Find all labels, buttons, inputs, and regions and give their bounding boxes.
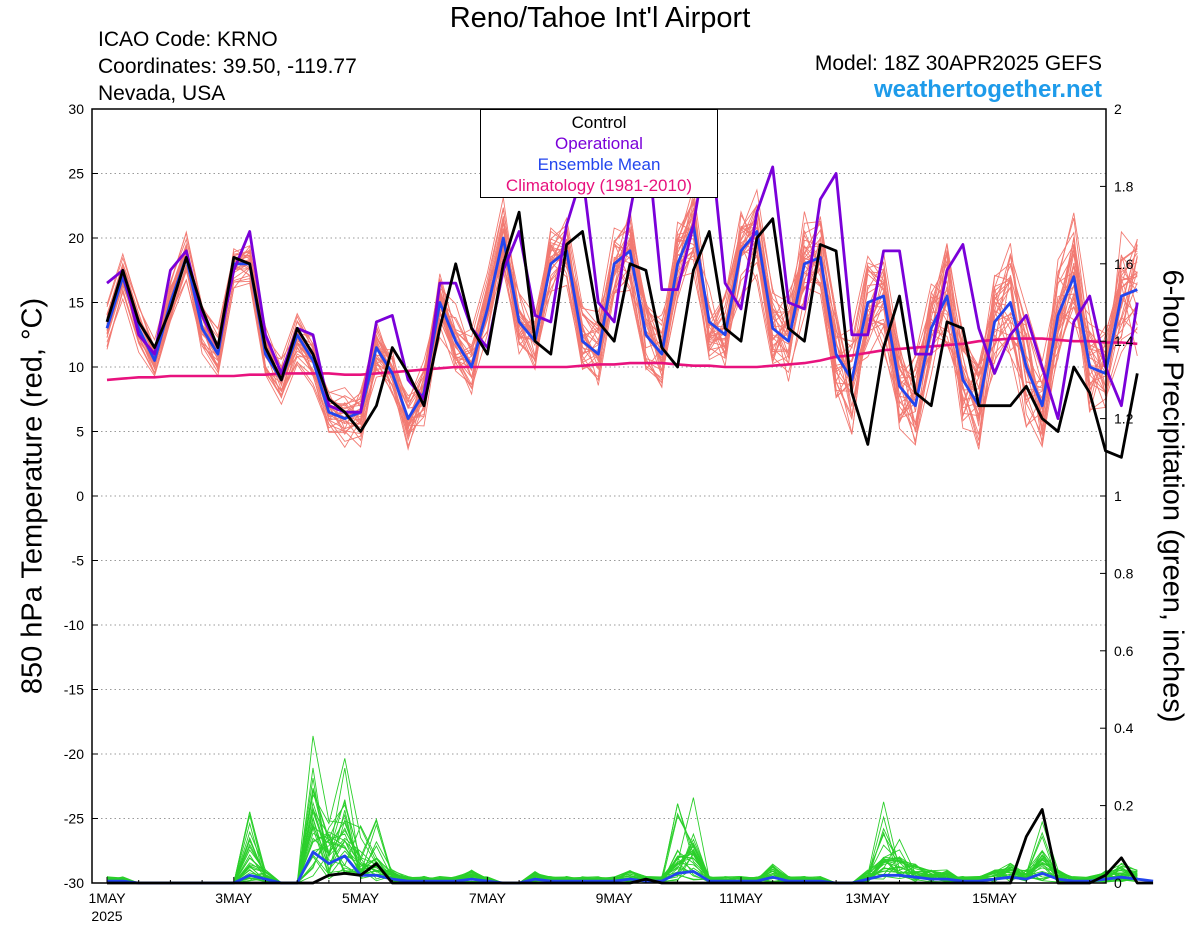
temp-member-line [106,233,1138,443]
legend-item-climatology: Climatology (1981-2010) [505,176,693,195]
model-run: Model: 18Z 30APR2025 GEFS [814,52,1102,75]
y-tick-label: 25 [68,166,84,182]
y2-tick-label: 2 [1114,101,1122,117]
y-tick-label: 0 [76,488,84,504]
y2-tick-label: 1.4 [1114,333,1134,349]
site-link[interactable]: weathertogether.net [873,76,1102,103]
y-tick-label: 15 [68,295,84,311]
y-tick-label: -5 [72,553,85,569]
axes: 302520151050-5-10-15-20-25-3021.81.61.41… [64,101,1134,924]
operational-temp-line [106,126,1139,421]
legend-item-operational: Operational [555,134,643,153]
precip-member-line [106,808,1138,884]
y2-tick-label: 0.2 [1114,798,1134,814]
icao-code: ICAO Code: KRNO [98,28,278,51]
x-tick-label: 7MAY [469,890,507,906]
y2-tick-label: 0.8 [1114,565,1134,581]
y-tick-label: 30 [68,101,84,117]
y-tick-label: 20 [68,230,84,246]
x-tick-label: 5MAY [342,890,380,906]
region: Nevada, USA [98,82,226,105]
legend-item-ensemble-mean: Ensemble Mean [537,155,661,174]
y2-tick-label: 0.4 [1114,720,1134,736]
x-tick-label: 9MAY [596,890,634,906]
x-tick-label: 15MAY [972,890,1018,906]
x-tick-label: 3MAY [215,890,253,906]
y2-tick-label: 0 [1114,875,1122,891]
y-tick-label: -15 [64,682,84,698]
legend: Control Operational Ensemble Mean Climat… [480,109,718,198]
y-tick-label: -20 [64,746,84,762]
grid-lines [92,173,1106,819]
coordinates: Coordinates: 39.50, -119.77 [98,55,357,78]
temp-member-line [106,219,1138,449]
y-tick-label: 10 [68,359,84,375]
x-tick-label: 1MAY [88,890,126,906]
x-tick-label: 11MAY [719,890,763,906]
chart-title: Reno/Tahoe Int'l Airport [449,2,751,34]
precip-member-line [106,787,1138,884]
y-tick-label: 5 [76,424,84,440]
y2-tick-label: 1.6 [1114,256,1134,272]
precip-member-line [106,808,1138,884]
legend-item-control: Control [571,113,627,132]
plot-frame [91,108,1107,884]
x-tick-label: 13MAY [845,890,891,906]
y-tick-label: -25 [64,811,84,827]
control-temp-line [105,210,1139,459]
y-tick-label: -10 [64,617,84,633]
x-year-label: 2025 [91,908,122,924]
temp-member-line [106,226,1138,433]
y2-tick-label: 1.8 [1114,178,1134,194]
y2-tick-label: 0.6 [1114,643,1134,659]
ensemble-members [106,187,1138,884]
y2-tick-label: 1 [1114,488,1122,504]
y-tick-label: -30 [64,875,84,891]
y2-tick-label: 1.2 [1114,411,1134,427]
